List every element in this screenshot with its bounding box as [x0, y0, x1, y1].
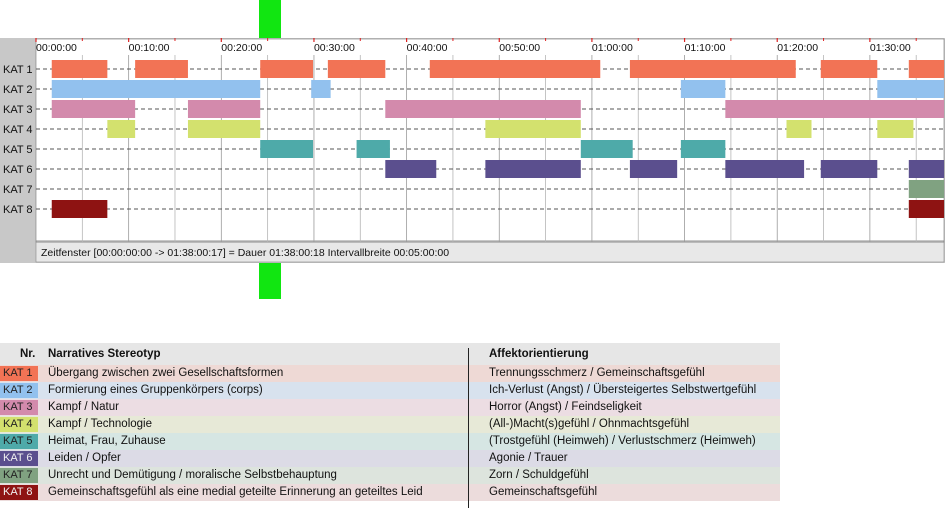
- segment-kat-5[interactable]: [260, 140, 314, 158]
- segment-kat-1[interactable]: [51, 60, 108, 78]
- legend-stereotype: Heimat, Frau, Zuhause: [48, 435, 166, 447]
- legend-kat-swatch: KAT 4: [0, 417, 38, 432]
- segment-kat-1[interactable]: [135, 60, 188, 78]
- legend-affect: Ich-Verlust (Angst) / Übersteigertes Sel…: [489, 384, 757, 396]
- legend-affect: Trennungsschmerz / Gemeinschaftsgefühl: [489, 367, 705, 379]
- tick-label: 00:20:00: [221, 42, 262, 54]
- segment-kat-2[interactable]: [877, 80, 944, 98]
- legend-affect: Horror (Angst) / Feindseligkeit: [489, 401, 642, 413]
- legend-row: KAT 1 Übergang zwischen zwei Gesellschaft…: [0, 365, 780, 382]
- segment-kat-1[interactable]: [429, 60, 601, 78]
- row-label-kat-8: KAT 8: [3, 204, 33, 216]
- segment-kat-8[interactable]: [51, 200, 108, 218]
- legend-row: KAT 5 Heimat, Frau, Zuhause (Trostgefühl (…: [0, 433, 780, 450]
- segment-kat-4[interactable]: [877, 120, 914, 138]
- legend-affect: (All-)Macht(s)gefühl / Ohnmachtsgefühl: [489, 418, 690, 430]
- legend-kat-swatch: KAT 5: [0, 434, 38, 449]
- row-label-kat-7: KAT 7: [3, 184, 33, 196]
- legend-stereotype: Kampf / Technologie: [48, 418, 152, 430]
- tick-label: 00:50:00: [499, 42, 540, 54]
- segment-kat-6[interactable]: [725, 160, 805, 178]
- legend-stereotype: Unrecht und Demütigung / moralische Selb…: [48, 469, 337, 481]
- legend-kat-swatch: KAT 6: [0, 451, 38, 466]
- segment-kat-2[interactable]: [680, 80, 726, 98]
- legend-row: KAT 2 Formierung eines Gruppenkörpers (co…: [0, 382, 780, 399]
- row-label-kat-2: KAT 2: [3, 84, 33, 96]
- legend-header: Nr. Narratives Stereotyp Affektorientier…: [0, 343, 780, 365]
- legend-affect: Agonie / Trauer: [489, 452, 568, 464]
- segment-kat-4[interactable]: [187, 120, 261, 138]
- segment-kat-4[interactable]: [485, 120, 581, 138]
- legend-stereotype: Gemeinschaftsgefühl als eine medial gete…: [48, 486, 423, 498]
- segment-kat-8[interactable]: [908, 200, 944, 218]
- time-marker-bottom[interactable]: [259, 263, 281, 299]
- legend-stereotype: Formierung eines Gruppenkörpers (corps): [48, 384, 263, 396]
- legend-row: KAT 3 Kampf / Natur Horror (Angst) / Feind…: [0, 399, 780, 416]
- legend-row: KAT 4 Kampf / Technologie (All-)Macht(s)ge…: [0, 416, 780, 433]
- tick-label: 01:00:00: [592, 42, 633, 54]
- tick-label: 01:30:00: [870, 42, 911, 54]
- segment-kat-7[interactable]: [908, 180, 944, 198]
- legend-row: KAT 6 Leiden / Opfer Agonie / Trauer: [0, 450, 780, 467]
- segment-kat-6[interactable]: [385, 160, 437, 178]
- tick-label: 01:20:00: [777, 42, 818, 54]
- segment-kat-3[interactable]: [187, 100, 261, 118]
- segment-kat-5[interactable]: [356, 140, 390, 158]
- row-label-kat-5: KAT 5: [3, 144, 33, 156]
- segment-kat-2[interactable]: [51, 80, 261, 98]
- tick-label: 00:10:00: [129, 42, 170, 54]
- segment-kat-1[interactable]: [820, 60, 878, 78]
- tick-label: 01:10:00: [685, 42, 726, 54]
- legend-affect: Gemeinschaftsgefühl: [489, 486, 598, 498]
- legend-stereotype: Leiden / Opfer: [48, 452, 121, 464]
- tick-label: 00:40:00: [407, 42, 448, 54]
- legend-kat-swatch: KAT 1: [0, 366, 38, 381]
- segment-kat-1[interactable]: [327, 60, 386, 78]
- segment-kat-3[interactable]: [51, 100, 136, 118]
- status-text: Zeitfenster [00:00:00:00 -> 01:38:00:17]…: [41, 247, 449, 259]
- legend-affect: Zorn / Schuldgefühl: [489, 469, 589, 481]
- segment-kat-6[interactable]: [908, 160, 944, 178]
- legend-divider: [468, 348, 469, 508]
- timeline-chart: 00:00:00 00:10:00 00:20:00 00:30:00 00:40:00…: [3, 38, 945, 263]
- segment-kat-1[interactable]: [629, 60, 796, 78]
- plot-border: [35, 38, 945, 243]
- legend-header-aff: Affektorientierung: [489, 348, 589, 360]
- segment-kat-2[interactable]: [311, 80, 331, 98]
- segment-kat-3[interactable]: [385, 100, 581, 118]
- legend-stereotype: Kampf / Natur: [48, 401, 119, 413]
- segment-kat-5[interactable]: [580, 140, 633, 158]
- time-marker-top[interactable]: [259, 0, 281, 38]
- tick-label: 00:30:00: [314, 42, 355, 54]
- legend-header-name: Narratives Stereotyp: [48, 348, 161, 360]
- category-legend: Nr. Narratives Stereotyp Affektorientier…: [0, 343, 780, 501]
- legend-stereotype: Übergang zwischen zwei Gesellschaftsform…: [48, 367, 284, 379]
- row-label-kat-3: KAT 3: [3, 104, 33, 116]
- segment-kat-4[interactable]: [107, 120, 136, 138]
- row-label-kat-4: KAT 4: [3, 124, 33, 136]
- legend-row: KAT 8 Gemeinschaftsgefühl als eine medial…: [0, 484, 780, 501]
- legend-row: KAT 7 Unrecht und Demütigung / moralische…: [0, 467, 780, 484]
- row-label-kat-1: KAT 1: [3, 64, 33, 76]
- segment-kat-1[interactable]: [260, 60, 314, 78]
- legend-kat-swatch: KAT 3: [0, 400, 38, 415]
- row-label-kat-6: KAT 6: [3, 164, 33, 176]
- time-ruler: [36, 39, 944, 55]
- segment-kat-6[interactable]: [820, 160, 878, 178]
- tick-label: 00:00:00: [36, 42, 77, 54]
- segment-kat-5[interactable]: [680, 140, 726, 158]
- legend-kat-swatch: KAT 7: [0, 468, 38, 483]
- legend-affect: (Trostgefühl (Heimweh) / Verlustschmerz …: [489, 435, 756, 447]
- legend-header-nr: Nr.: [20, 348, 36, 360]
- segment-kat-1[interactable]: [908, 60, 944, 78]
- segment-kat-4[interactable]: [786, 120, 812, 138]
- segment-kat-6[interactable]: [629, 160, 678, 178]
- legend-kat-swatch: KAT 8: [0, 485, 38, 500]
- segment-kat-3[interactable]: [725, 100, 944, 118]
- legend-kat-swatch: KAT 2: [0, 383, 38, 398]
- legend-rows: KAT 1 Übergang zwischen zwei Gesellschaft…: [0, 365, 780, 501]
- segment-kat-6[interactable]: [485, 160, 581, 178]
